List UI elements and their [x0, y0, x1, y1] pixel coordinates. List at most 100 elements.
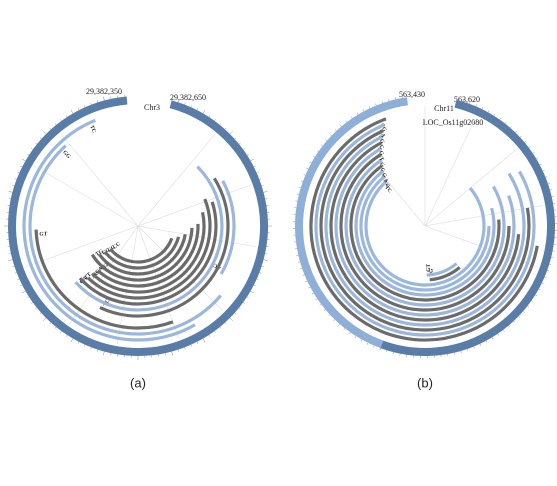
- tick: [360, 339, 363, 342]
- chromosome-ring: [8, 96, 268, 356]
- tick: [379, 348, 381, 351]
- tick: [229, 131, 233, 135]
- arc-label: GT: [39, 231, 47, 237]
- tick: [535, 294, 538, 297]
- repeat-arc: [339, 153, 511, 312]
- tick: [300, 180, 303, 182]
- tick: [190, 105, 192, 108]
- spoke: [137, 184, 251, 227]
- tick: [171, 351, 173, 356]
- tick: [202, 109, 206, 114]
- repeat-arc: [334, 147, 516, 317]
- tick: [519, 135, 522, 138]
- tick: [504, 121, 507, 124]
- tick: [214, 331, 216, 333]
- tick: [306, 167, 309, 170]
- tick: [90, 347, 92, 350]
- tick: [513, 320, 516, 323]
- tick: [469, 101, 471, 104]
- tick: [303, 174, 306, 176]
- tick: [96, 349, 99, 352]
- arc-label: GT: [426, 263, 432, 271]
- tick: [54, 326, 57, 329]
- tick: [460, 350, 462, 353]
- repeat-arc: [109, 237, 174, 264]
- tick: [386, 350, 388, 353]
- arc-label: TG: [95, 248, 106, 258]
- arc-label: CG: [375, 147, 385, 158]
- tick: [8, 259, 13, 261]
- tick: [544, 276, 547, 278]
- tick: [103, 351, 105, 356]
- tick: [171, 96, 173, 101]
- repeat-arc: [364, 180, 486, 287]
- tick: [532, 151, 535, 154]
- tick: [214, 119, 216, 121]
- repeat-arc: [429, 266, 461, 282]
- tick: [508, 325, 511, 328]
- tick: [12, 265, 15, 268]
- tick: [184, 102, 186, 105]
- repeat-arc: [103, 236, 181, 270]
- tick: [333, 319, 335, 322]
- arc-label: TC: [383, 185, 393, 195]
- tick: [373, 345, 375, 348]
- tick: [311, 292, 314, 295]
- repeat-arc: [354, 170, 496, 297]
- tick: [20, 284, 23, 287]
- arc-label: CG: [376, 158, 386, 169]
- tick: [31, 302, 33, 304]
- arc-label: CG: [378, 169, 388, 180]
- tick: [309, 161, 312, 164]
- tick: [35, 142, 38, 145]
- tick: [467, 348, 469, 351]
- tick: [49, 322, 52, 325]
- tick: [263, 259, 268, 261]
- tick: [27, 296, 30, 299]
- tick: [17, 172, 20, 174]
- spoke: [25, 225, 139, 268]
- tick: [259, 178, 262, 180]
- tick: [481, 107, 484, 110]
- repeat-arc: [28, 144, 222, 336]
- repeat-arc: [426, 262, 458, 277]
- tick: [302, 274, 305, 276]
- start-coordinate: 563,430: [399, 90, 425, 99]
- tick: [224, 127, 227, 130]
- arc-label: CC: [112, 241, 122, 251]
- tick: [334, 129, 337, 132]
- tick: [177, 100, 180, 103]
- repeat-arc: [34, 229, 174, 330]
- repeat-arc: [91, 211, 206, 294]
- tick: [184, 347, 186, 350]
- tick: [35, 307, 38, 310]
- tick: [316, 150, 319, 152]
- tick: [31, 148, 33, 150]
- spoke: [60, 133, 139, 227]
- tick: [487, 110, 490, 113]
- tick: [229, 317, 233, 321]
- tick: [43, 317, 47, 321]
- tick: [238, 142, 241, 145]
- tick: [224, 322, 227, 325]
- tick: [350, 116, 353, 119]
- tick: [491, 337, 494, 340]
- tick: [305, 280, 308, 283]
- arc-label: GT: [376, 152, 385, 162]
- spoke: [424, 148, 518, 227]
- tick: [17, 278, 20, 280]
- tick: [177, 349, 180, 352]
- tick: [20, 165, 23, 168]
- start-coordinate: 29,382,350: [86, 87, 122, 96]
- repeat-arc: [96, 223, 200, 288]
- tick: [493, 113, 496, 116]
- tick: [528, 146, 531, 148]
- tick: [65, 115, 68, 118]
- spoke: [33, 165, 139, 227]
- tick: [77, 108, 80, 111]
- arc-label: GA: [379, 174, 389, 184]
- tick: [21, 290, 26, 294]
- chromosome-ring: [380, 99, 556, 356]
- tick: [497, 333, 500, 336]
